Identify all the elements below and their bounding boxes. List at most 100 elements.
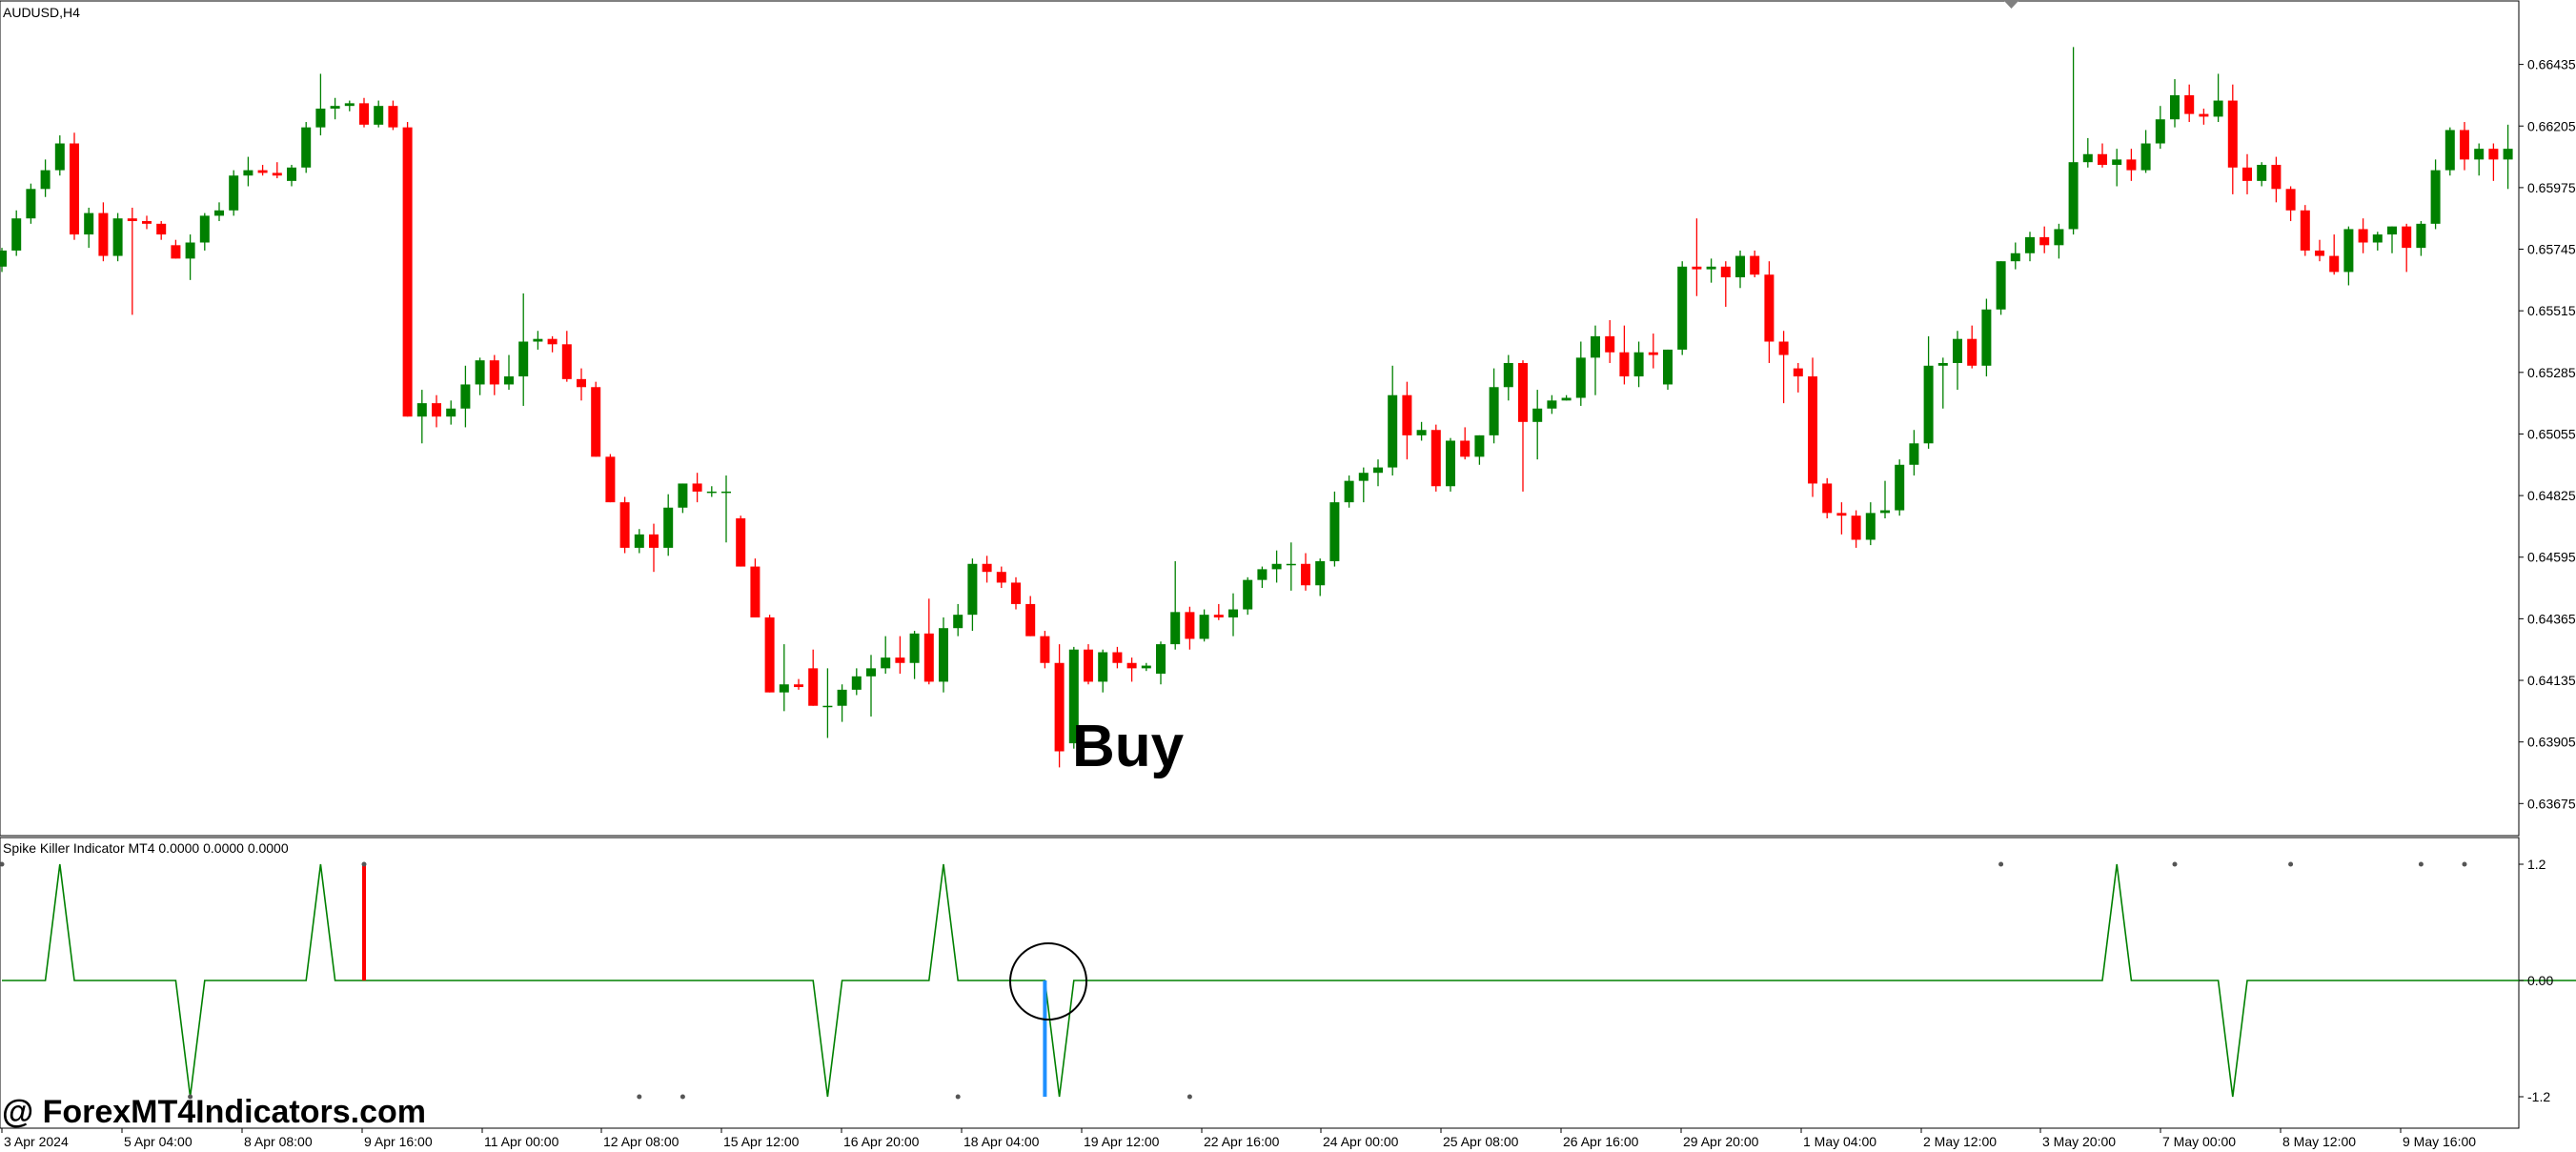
candle [1040, 631, 1050, 669]
candle [2315, 239, 2324, 262]
candle-body [2315, 250, 2324, 256]
candle [402, 122, 413, 417]
candle [1764, 261, 1775, 363]
candle-body [2474, 149, 2485, 160]
candle-body [330, 106, 340, 109]
candle [2444, 127, 2455, 176]
candle [605, 454, 616, 503]
signal-dot [2418, 861, 2424, 867]
candle [257, 165, 268, 176]
candle-body [1185, 612, 1195, 639]
candle-body [2430, 170, 2441, 224]
candle-body [1822, 483, 1833, 514]
candle-body [533, 338, 543, 342]
signal-highlight-circle [1009, 942, 1087, 1021]
candle [2140, 130, 2151, 173]
price-axis: 0.66435 0.66205 0.65975 0.65745 0.65515 0.652… [2519, 57, 2576, 811]
candle [2329, 234, 2340, 275]
time-tick-label: 22 Apr 16:00 [1204, 1134, 1280, 1149]
candle [1720, 261, 1731, 307]
candle-body [257, 170, 268, 173]
candle [2488, 143, 2499, 181]
candle-body [1575, 357, 1586, 398]
candle [1561, 394, 1572, 401]
candle [1388, 365, 1398, 476]
time-tick-label: 9 Apr 16:00 [364, 1134, 433, 1149]
candle [721, 475, 731, 543]
candle [866, 655, 876, 717]
candle-body [2170, 94, 2180, 120]
candle [2242, 153, 2252, 194]
candle-body [1909, 443, 1919, 465]
indicator-pane[interactable] [0, 837, 2520, 1129]
candle [1474, 435, 1485, 465]
candle [1518, 360, 1528, 492]
candle [1953, 331, 1962, 391]
candle-body [808, 668, 819, 706]
indicator-group [0, 861, 2576, 1100]
candle [374, 100, 384, 128]
candle-body [2155, 119, 2165, 144]
candle [1213, 603, 1224, 620]
price-tick-label: 0.64135 [2527, 673, 2576, 688]
candle-body [2068, 162, 2079, 230]
candle-body [1430, 430, 1441, 487]
candle [2227, 84, 2238, 194]
candle-body [1793, 368, 1803, 377]
candle [84, 207, 94, 249]
candle-body [1619, 352, 1630, 377]
symbol-label: AUDUSD,H4 [3, 5, 80, 20]
candle-body [2460, 130, 2469, 160]
candle-body [1692, 266, 1702, 270]
candle [330, 97, 340, 120]
candle [1851, 510, 1861, 548]
candle-body [2039, 236, 2050, 246]
candle [1778, 331, 1789, 404]
time-tick-label: 1 May 04:00 [1803, 1134, 1876, 1149]
candle-body [851, 676, 862, 690]
candle-body [1474, 435, 1485, 457]
candle [2285, 186, 2296, 222]
candle-body [2300, 210, 2310, 251]
candle-body [953, 615, 963, 629]
candle-body [982, 563, 992, 573]
candle [1706, 258, 1716, 283]
candle [1503, 354, 1513, 401]
candle [750, 558, 761, 617]
candle-body [2242, 167, 2252, 181]
candle-body [26, 189, 36, 219]
candle [1329, 491, 1340, 567]
shift-marker-icon[interactable] [2004, 1, 2018, 9]
time-tick-label: 9 May 16:00 [2403, 1134, 2476, 1149]
watermark: @ ForexMT4Indicators.com [2, 1094, 426, 1130]
signal-dot [2172, 861, 2178, 867]
candle-body [663, 507, 674, 548]
candle-body [84, 212, 94, 235]
candle [0, 248, 7, 273]
candle-body [70, 143, 79, 235]
candle-body [750, 566, 761, 617]
candle [1591, 325, 1600, 395]
candle-body [1996, 261, 2006, 310]
candle-body [1286, 563, 1296, 566]
candle [2372, 232, 2383, 251]
candle-body [1865, 513, 1876, 540]
candle-body [591, 387, 601, 457]
candle-body [2054, 229, 2064, 246]
candle [1793, 362, 1803, 393]
candle [2300, 205, 2310, 256]
time-tick-label: 19 Apr 12:00 [1084, 1134, 1160, 1149]
time-tick-label: 16 Apr 20:00 [843, 1134, 920, 1149]
candle [1619, 325, 1630, 385]
price-tick-label: 0.65975 [2527, 180, 2576, 195]
candle [2098, 143, 2107, 168]
candle [996, 566, 1006, 589]
candle-body [1880, 510, 1890, 514]
candle-body [1402, 394, 1412, 435]
candle-body [344, 103, 355, 107]
candle-body [1967, 338, 1978, 366]
time-tick-label: 26 Apr 16:00 [1563, 1134, 1639, 1149]
candle-body [1373, 467, 1383, 474]
price-pane[interactable] [0, 0, 2520, 837]
candle [344, 100, 355, 111]
